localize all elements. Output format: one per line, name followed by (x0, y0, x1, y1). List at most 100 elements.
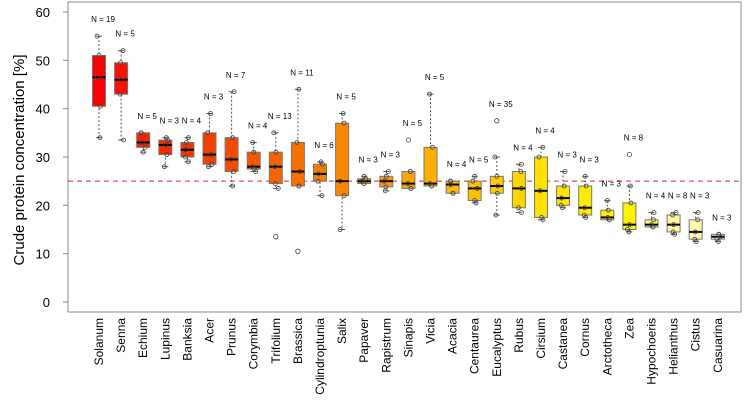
data-point (251, 149, 257, 155)
n-label: N = 3 (712, 213, 732, 222)
data-point (536, 154, 542, 160)
data-point (692, 229, 698, 235)
data-point (492, 154, 498, 160)
box-casuarina: N = 3 (710, 213, 732, 244)
n-label: N = 8 (624, 134, 644, 143)
box-iqr (688, 219, 703, 240)
n-label: N = 3 (580, 155, 600, 164)
data-point (693, 239, 699, 244)
data-point (429, 183, 434, 189)
y-tick-label: 60 (36, 5, 50, 20)
box-iqr (489, 175, 504, 194)
data-point (121, 137, 126, 143)
n-label: N = 3 (602, 180, 622, 189)
box-acacia: N = 4 (445, 160, 467, 196)
n-label: N = 3 (359, 155, 379, 164)
data-point (230, 183, 236, 189)
data-point (670, 212, 675, 218)
data-point (96, 53, 102, 58)
x-tick-label: Casuarina (711, 318, 725, 373)
data-point (430, 144, 435, 150)
box-papaver: N = 3 (357, 155, 379, 186)
box-rapistrum: N = 3 (379, 151, 401, 194)
x-axis-labels: Solanum Senna Echium Lupinus Banksia Acer Prun… (92, 318, 725, 395)
data-point (250, 164, 256, 170)
data-point (139, 140, 145, 145)
box-iqr (578, 185, 593, 216)
data-point (363, 176, 369, 182)
x-tick-label: Centaurea (468, 318, 482, 374)
data-point (383, 184, 389, 190)
data-point (494, 190, 500, 196)
n-label: N = 5 (469, 155, 489, 164)
data-point (383, 173, 389, 179)
data-point (118, 77, 124, 83)
n-label: N = 5 (336, 93, 356, 102)
y-tick-label: 0 (43, 295, 50, 310)
box-salix: N = 5 (335, 93, 356, 232)
n-label: N = 4 (513, 143, 533, 152)
data-point (715, 239, 721, 244)
box-arctotheca: N = 3 (600, 180, 622, 223)
data-point (493, 212, 499, 218)
data-point (519, 186, 524, 191)
data-point (516, 205, 521, 211)
box-iqr (136, 132, 151, 148)
data-point (448, 178, 454, 184)
y-tick-label: 40 (36, 102, 50, 117)
data-point (473, 200, 479, 206)
data-point (275, 186, 281, 191)
box-lupinus: N = 3 (158, 117, 180, 170)
data-point (163, 135, 169, 141)
data-point (117, 91, 123, 97)
data-point (319, 193, 325, 199)
data-point (185, 135, 191, 141)
data-point (208, 152, 214, 157)
data-point (316, 171, 321, 177)
data-point (672, 231, 677, 237)
data-point (605, 215, 611, 220)
y-axis: 0 10 20 30 40 50 60 (36, 5, 68, 310)
data-point (340, 111, 346, 116)
n-label: N = 4 (646, 192, 666, 201)
data-point (315, 178, 321, 184)
data-point (272, 181, 278, 186)
box-solanum: N = 19 (91, 15, 115, 141)
data-point (408, 186, 414, 191)
box-zea: N = 8 (622, 134, 644, 235)
box-hypochoeris: N = 4 (644, 192, 666, 230)
data-point (470, 178, 476, 184)
data-point (142, 144, 148, 150)
data-point (559, 195, 564, 201)
box-rubus: N = 4 (511, 143, 533, 215)
data-point (495, 183, 501, 189)
data-point (474, 186, 480, 191)
x-tick-label: Cistus (689, 318, 703, 351)
x-tick-label: Acer (203, 318, 217, 343)
box-corymbia: N = 4 (246, 122, 268, 174)
data-point (628, 183, 633, 189)
box-eucalyptus: N = 35 (489, 100, 513, 218)
box-castanea: N = 3 (556, 151, 577, 211)
data-point (381, 178, 387, 184)
n-label: N = 4 (535, 126, 555, 135)
n-label: N = 3 (690, 192, 710, 201)
data-point (692, 236, 698, 242)
x-tick-label: Hypochoeris (645, 318, 659, 385)
data-point (427, 91, 432, 97)
outlier-point (626, 151, 633, 158)
box-iqr (666, 214, 681, 233)
data-point (540, 144, 546, 150)
n-label: N = 3 (381, 151, 401, 160)
data-point (519, 161, 524, 167)
data-point (228, 157, 234, 162)
data-point (606, 217, 612, 223)
data-point (626, 229, 632, 235)
data-point (118, 60, 123, 66)
data-point (583, 183, 589, 189)
x-tick-label: Corymbia (247, 318, 261, 370)
box-cylindroptunia: N = 6 (313, 141, 334, 199)
data-point (294, 140, 300, 145)
